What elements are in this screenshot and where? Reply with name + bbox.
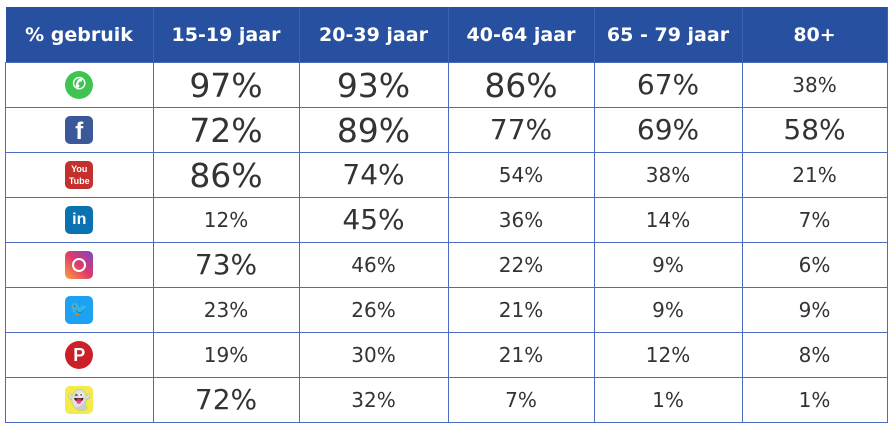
table-row: 73% 46% 22% 9% 6% — [5, 242, 888, 288]
snapchat-icon: 👻 — [65, 386, 94, 414]
table-row: 🐦 23% 26% 21% 9% 9% — [5, 287, 888, 333]
value-cell: 23% — [152, 287, 300, 333]
value-cell: 38% — [593, 152, 743, 198]
value-cell: 45% — [298, 197, 449, 243]
table-row: 👻 72% 32% 7% 1% 1% — [5, 377, 888, 423]
value-cell: 8% — [741, 332, 888, 378]
column-header: 20-39 jaar — [299, 7, 449, 63]
instagram-icon — [65, 251, 94, 279]
whatsapp-icon: ✆ — [65, 71, 94, 99]
value-cell: 7% — [741, 197, 888, 243]
platform-cell: in — [5, 197, 154, 243]
twitter-icon: 🐦 — [65, 296, 94, 324]
platform-cell: P — [5, 332, 154, 378]
value-cell: 32% — [298, 377, 449, 423]
platform-cell: ✆ — [5, 62, 154, 108]
value-cell: 72% — [152, 377, 300, 423]
value-cell: 19% — [152, 332, 300, 378]
value-cell: 36% — [447, 197, 595, 243]
platform-cell: f — [5, 107, 154, 153]
platform-cell: You Tube — [5, 152, 154, 198]
table-row: in 12% 45% 36% 14% 7% — [5, 197, 888, 243]
platform-cell: 🐦 — [5, 287, 154, 333]
table-row: You Tube 86% 74% 54% 38% 21% — [5, 152, 888, 198]
table-row: ✆ 97% 93% 86% 67% 38% — [5, 62, 888, 108]
column-header: 15-19 jaar — [153, 7, 300, 63]
column-header: 65 - 79 jaar — [594, 7, 743, 63]
value-cell: 97% — [152, 62, 300, 108]
pinterest-icon: P — [65, 341, 94, 369]
value-cell: 67% — [593, 62, 743, 108]
value-cell: 12% — [152, 197, 300, 243]
value-cell: 30% — [298, 332, 449, 378]
value-cell: 93% — [298, 62, 449, 108]
platform-cell — [5, 242, 154, 288]
value-cell: 77% — [447, 107, 595, 153]
linkedin-icon: in — [65, 206, 94, 234]
youtube-icon: You Tube — [65, 161, 94, 189]
value-cell: 21% — [447, 332, 595, 378]
value-cell: 14% — [593, 197, 743, 243]
value-cell: 1% — [593, 377, 743, 423]
value-cell: 6% — [741, 242, 888, 288]
value-cell: 46% — [298, 242, 449, 288]
column-header: 80+ — [742, 7, 888, 63]
table-row: f 72% 89% 77% 69% 58% — [5, 107, 888, 153]
value-cell: 54% — [447, 152, 595, 198]
value-cell: 9% — [593, 287, 743, 333]
value-cell: 9% — [593, 242, 743, 288]
value-cell: 73% — [152, 242, 300, 288]
value-cell: 72% — [152, 107, 300, 153]
value-cell: 86% — [447, 62, 595, 108]
column-header: 40-64 jaar — [448, 7, 595, 63]
value-cell: 1% — [741, 377, 888, 423]
value-cell: 69% — [593, 107, 743, 153]
value-cell: 58% — [741, 107, 888, 153]
social-media-usage-table: % gebruik 15-19 jaar 20-39 jaar 40-64 jaar 6… — [5, 7, 888, 423]
value-cell: 12% — [593, 332, 743, 378]
value-cell: 89% — [298, 107, 449, 153]
platform-cell: 👻 — [5, 377, 154, 423]
table-row: P 19% 30% 21% 12% 8% — [5, 332, 888, 378]
value-cell: 21% — [741, 152, 888, 198]
column-header: % gebruik — [5, 7, 154, 63]
value-cell: 22% — [447, 242, 595, 288]
value-cell: 26% — [298, 287, 449, 333]
value-cell: 7% — [447, 377, 595, 423]
facebook-icon: f — [65, 116, 94, 145]
value-cell: 21% — [447, 287, 595, 333]
value-cell: 74% — [298, 152, 449, 198]
value-cell: 9% — [741, 287, 888, 333]
header-row: % gebruik 15-19 jaar 20-39 jaar 40-64 jaar 6… — [5, 7, 888, 63]
value-cell: 38% — [741, 62, 888, 108]
value-cell: 86% — [152, 152, 300, 198]
